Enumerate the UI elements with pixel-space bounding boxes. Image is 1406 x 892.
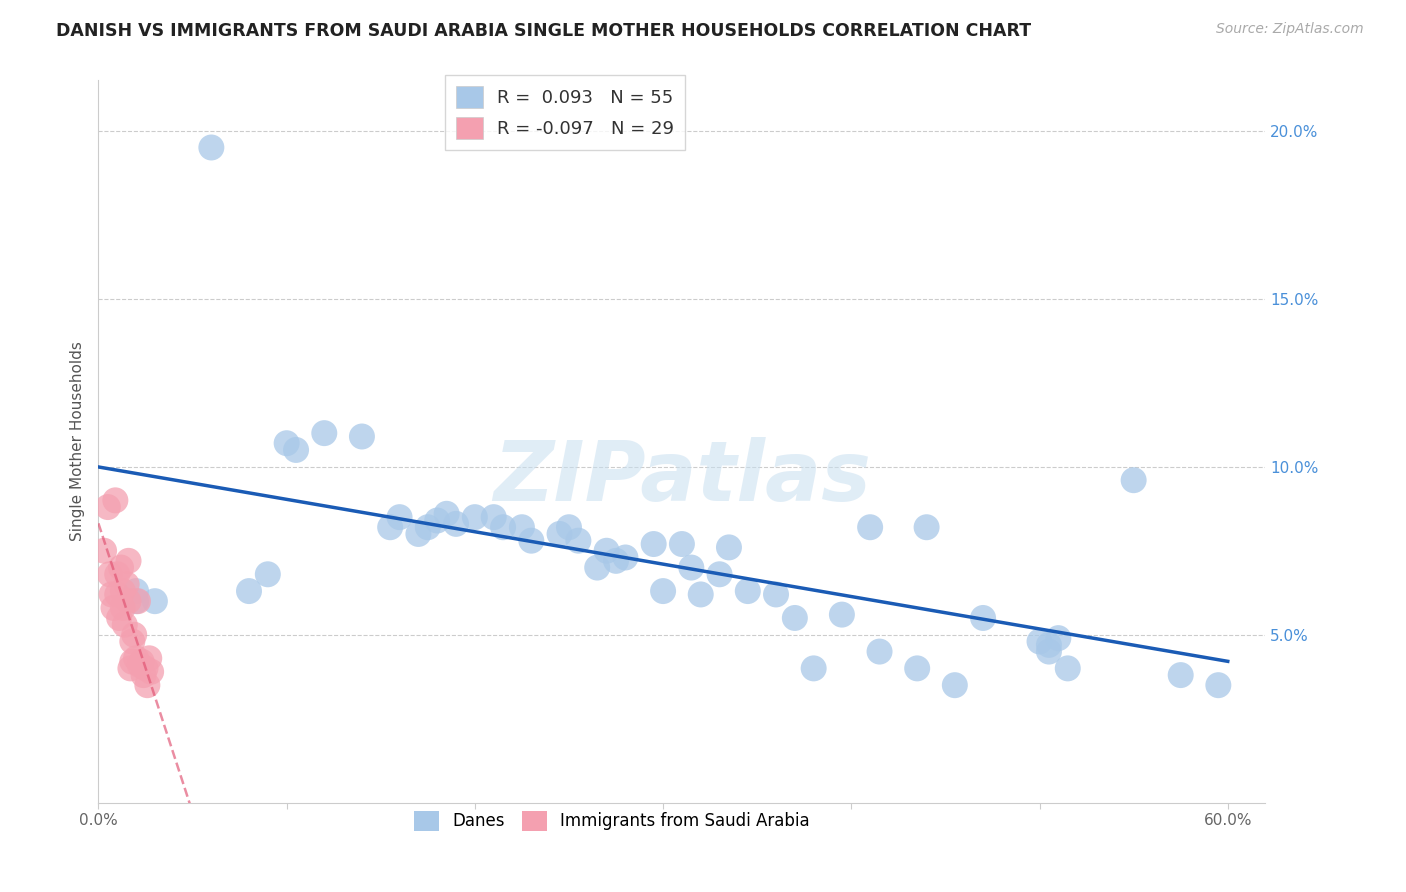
Point [134, 661, 156, 675]
Point [520, 533, 543, 548]
Point [689, 587, 711, 601]
Point [139, 665, 162, 679]
Point [671, 537, 693, 551]
Point [350, 429, 373, 443]
Point [915, 520, 938, 534]
Point [93, 543, 115, 558]
Point [117, 594, 139, 608]
Point [120, 661, 142, 675]
Text: ZIPatlas: ZIPatlas [494, 437, 870, 518]
Point [717, 541, 740, 555]
Point [783, 611, 806, 625]
Point [408, 527, 430, 541]
Point [1208, 678, 1230, 692]
Point [380, 520, 402, 534]
Point [643, 537, 665, 551]
Point [121, 634, 143, 648]
Point [905, 661, 928, 675]
Point [103, 600, 125, 615]
Point [110, 560, 132, 574]
Point [803, 661, 825, 675]
Point [605, 554, 627, 568]
Point [1056, 661, 1078, 675]
Point [128, 658, 150, 673]
Point [943, 678, 966, 692]
Point [652, 584, 675, 599]
Point [115, 577, 138, 591]
Point [1028, 634, 1050, 648]
Point [614, 550, 637, 565]
Point [1038, 644, 1060, 658]
Point [104, 493, 127, 508]
Point [510, 520, 533, 534]
Point [117, 554, 139, 568]
Y-axis label: Single Mother Households: Single Mother Households [69, 342, 84, 541]
Point [1038, 638, 1060, 652]
Point [436, 507, 458, 521]
Point [444, 516, 467, 531]
Point [100, 587, 122, 601]
Point [98, 567, 121, 582]
Point [681, 560, 703, 574]
Point [567, 533, 589, 548]
Point [869, 644, 891, 658]
Point [285, 442, 308, 457]
Point [1047, 631, 1070, 645]
Point [111, 584, 134, 599]
Point [558, 520, 581, 534]
Point [709, 567, 731, 582]
Point [111, 600, 134, 615]
Point [492, 520, 515, 534]
Point [121, 655, 143, 669]
Point [464, 510, 486, 524]
Legend: Danes, Immigrants from Saudi Arabia: Danes, Immigrants from Saudi Arabia [408, 805, 817, 838]
Point [482, 510, 505, 524]
Point [765, 587, 787, 601]
Point [314, 426, 336, 441]
Point [108, 611, 131, 625]
Point [122, 628, 145, 642]
Point [548, 527, 571, 541]
Point [972, 611, 994, 625]
Point [1170, 668, 1192, 682]
Point [136, 678, 159, 692]
Text: Source: ZipAtlas.com: Source: ZipAtlas.com [1216, 22, 1364, 37]
Point [97, 500, 120, 514]
Point [276, 436, 298, 450]
Point [859, 520, 882, 534]
Point [125, 651, 148, 665]
Point [132, 668, 155, 682]
Point [125, 584, 148, 599]
Point [1122, 473, 1144, 487]
Point [138, 651, 160, 665]
Point [105, 587, 128, 601]
Point [105, 567, 128, 582]
Point [127, 594, 149, 608]
Point [125, 594, 148, 608]
Point [256, 567, 278, 582]
Point [200, 140, 222, 154]
Point [831, 607, 853, 622]
Point [238, 584, 260, 599]
Point [737, 584, 759, 599]
Point [131, 655, 153, 669]
Point [143, 594, 166, 608]
Point [586, 560, 609, 574]
Point [114, 617, 136, 632]
Text: DANISH VS IMMIGRANTS FROM SAUDI ARABIA SINGLE MOTHER HOUSEHOLDS CORRELATION CHAR: DANISH VS IMMIGRANTS FROM SAUDI ARABIA S… [56, 22, 1032, 40]
Point [426, 514, 449, 528]
Point [388, 510, 411, 524]
Point [416, 520, 439, 534]
Point [595, 543, 617, 558]
